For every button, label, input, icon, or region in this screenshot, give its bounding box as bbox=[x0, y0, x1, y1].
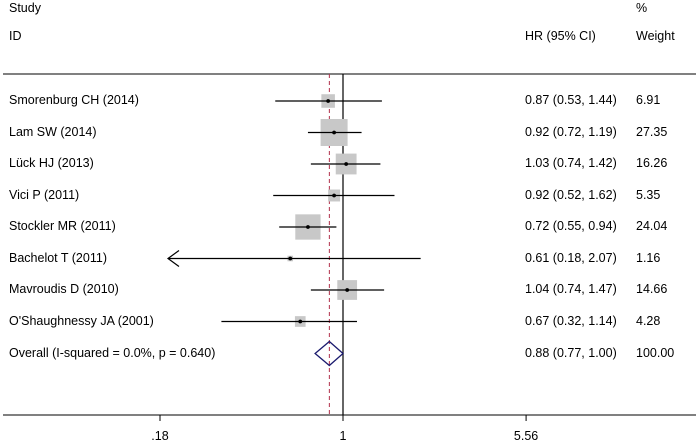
overall-diamond bbox=[314, 340, 344, 367]
study-weight: 24.04 bbox=[636, 219, 668, 233]
study-weight: 14.66 bbox=[636, 282, 668, 296]
study-point-estimate bbox=[306, 225, 310, 229]
weight-header: Weight bbox=[636, 29, 675, 43]
study-header: Study bbox=[9, 1, 41, 15]
study-name: Lück HJ (2013) bbox=[9, 156, 94, 170]
x-tick-label: 1 bbox=[340, 429, 347, 443]
overall-hr-ci: 0.88 (0.77, 1.00) bbox=[525, 345, 617, 360]
weight-percent-header: % bbox=[636, 1, 648, 15]
study-point-estimate bbox=[326, 99, 331, 103]
study-weight: 1.16 bbox=[636, 250, 661, 265]
study-weight: 5.35 bbox=[636, 187, 661, 202]
overall-label: Overall (I-squared = 0.0%, p = 0.640) bbox=[9, 345, 216, 360]
study-point-estimate bbox=[288, 256, 293, 261]
study-name: O'Shaughnessy JA (2001) bbox=[9, 313, 154, 328]
study-weight: 4.28 bbox=[636, 313, 661, 328]
overall-weight: 100.00 bbox=[636, 345, 675, 360]
study-hr-ci: 0.92 (0.52, 1.62) bbox=[525, 187, 617, 202]
study-weight: 16.26 bbox=[636, 156, 668, 170]
study-weight: 27.35 bbox=[636, 124, 668, 139]
study-hr-ci: 0.67 (0.32, 1.14) bbox=[525, 313, 617, 328]
study-point-estimate bbox=[344, 162, 349, 166]
study-hr-ci: 1.04 (0.74, 1.47) bbox=[525, 282, 617, 296]
study-name: Vici P (2011) bbox=[9, 187, 80, 202]
study-weight: 6.91 bbox=[636, 93, 661, 107]
study-hr-ci: 0.61 (0.18, 2.07) bbox=[525, 250, 617, 265]
study-point-estimate bbox=[332, 130, 337, 135]
study-name: Bachelot T (2011) bbox=[9, 250, 107, 265]
id-header: ID bbox=[9, 29, 22, 43]
study-hr-ci: 0.92 (0.72, 1.19) bbox=[525, 124, 617, 139]
study-point-estimate bbox=[298, 319, 303, 324]
study-hr-ci: 0.72 (0.55, 0.94) bbox=[525, 219, 617, 233]
study-name: Lam SW (2014) bbox=[9, 124, 97, 139]
study-name: Smorenburg CH (2014) bbox=[9, 93, 139, 107]
x-tick-label: 5.56 bbox=[514, 429, 538, 443]
study-name: Mavroudis D (2010) bbox=[9, 282, 119, 296]
hr-ci-header: HR (95% CI) bbox=[525, 29, 596, 43]
study-point-estimate bbox=[332, 193, 337, 198]
x-tick-label: .18 bbox=[151, 429, 168, 443]
ci-truncation-arrow bbox=[166, 250, 180, 267]
study-name: Stockler MR (2011) bbox=[9, 219, 116, 233]
study-hr-ci: 1.03 (0.74, 1.42) bbox=[525, 156, 617, 170]
study-point-estimate bbox=[345, 288, 350, 292]
study-hr-ci: 0.87 (0.53, 1.44) bbox=[525, 93, 617, 107]
